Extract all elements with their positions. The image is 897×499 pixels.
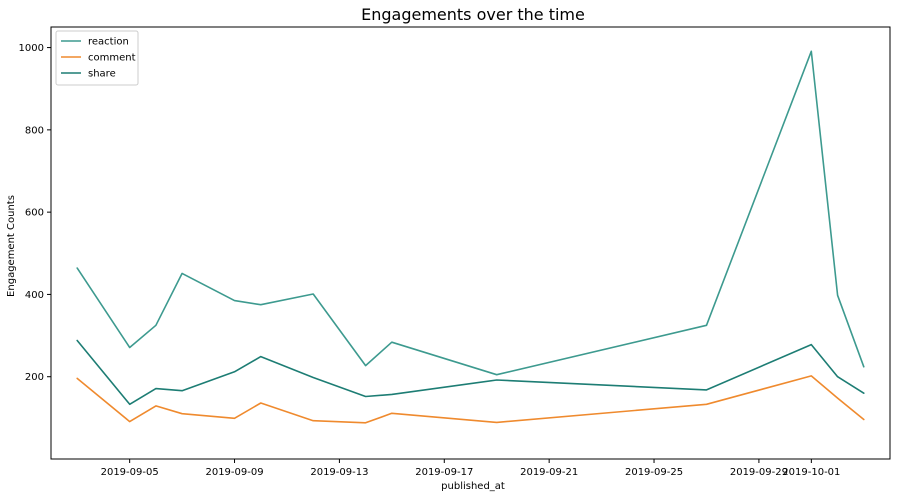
legend-label-comment: comment xyxy=(88,53,136,64)
x-tick-label: 2019-09-09 xyxy=(205,467,263,478)
axes: 200 400 600 800 1000 2019-09-05 2019-09-09 2019… xyxy=(19,26,891,478)
plot-frame xyxy=(50,26,891,460)
x-tick-label: 2019-09-13 xyxy=(310,467,368,478)
y-tick-label: 400 xyxy=(25,290,44,301)
x-tick-label: 2019-09-29 xyxy=(730,467,788,478)
legend-label-reaction: reaction xyxy=(88,37,129,48)
x-tick-label: 2019-10-01 xyxy=(782,467,840,478)
legend-box xyxy=(55,30,139,86)
x-tick-label: 2019-09-21 xyxy=(520,467,578,478)
x-tick-label: 2019-09-25 xyxy=(625,467,683,478)
legend: reaction comment share xyxy=(55,30,139,86)
chart-title: Engagements over the time xyxy=(361,5,585,24)
y-axis-label: Engagement Counts xyxy=(6,195,17,297)
x-axis-label: published_at xyxy=(441,481,505,492)
series-lines xyxy=(76,50,865,424)
x-tick-label: 2019-09-17 xyxy=(415,467,473,478)
series-line-comment xyxy=(76,375,865,424)
y-tick-label: 600 xyxy=(25,208,44,219)
y-tick-label: 800 xyxy=(25,125,44,136)
series-line-reaction xyxy=(76,50,865,376)
y-tick-label: 200 xyxy=(25,372,44,383)
x-tick-label: 2019-09-05 xyxy=(101,467,159,478)
legend-label-share: share xyxy=(88,69,116,80)
series-line-share xyxy=(76,339,865,406)
y-tick-label: 1000 xyxy=(19,43,44,54)
